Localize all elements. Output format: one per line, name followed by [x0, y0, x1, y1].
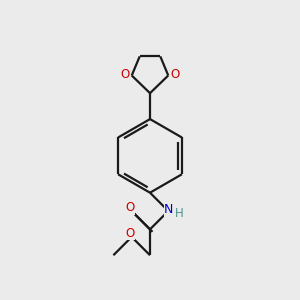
Text: O: O [170, 68, 179, 80]
Text: O: O [126, 201, 135, 214]
Text: H: H [175, 207, 184, 220]
Text: O: O [126, 227, 135, 240]
Text: N: N [164, 203, 174, 216]
Text: O: O [121, 68, 130, 80]
